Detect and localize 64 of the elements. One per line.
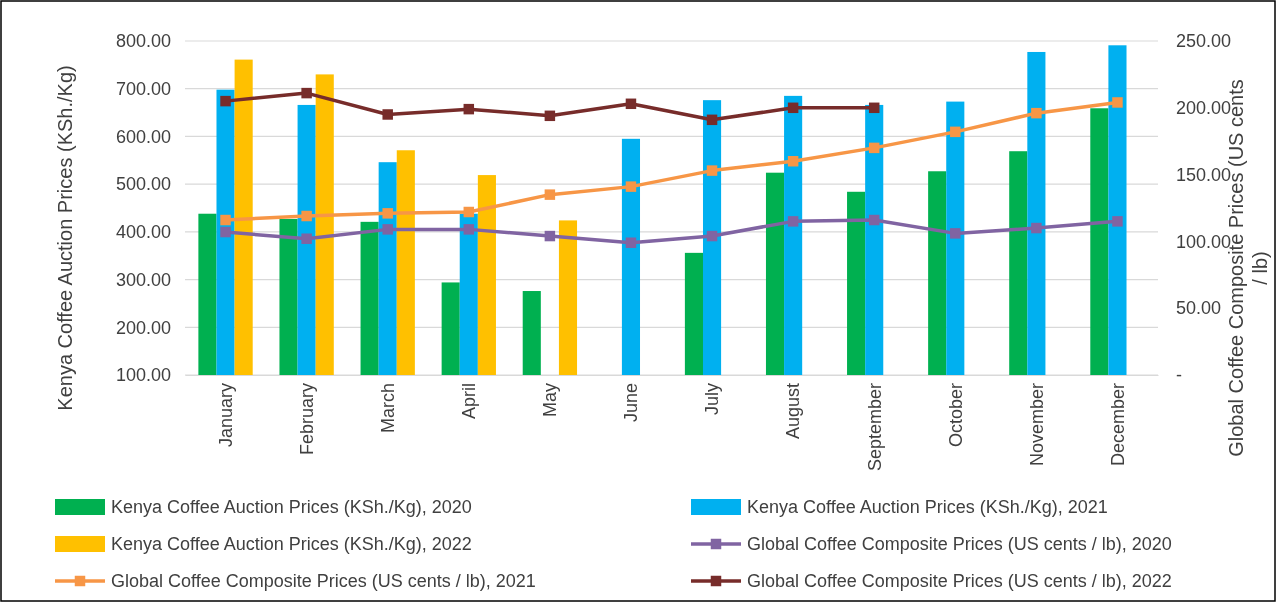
point: [706, 165, 718, 176]
point: [220, 214, 231, 226]
point: [625, 181, 637, 192]
point: [544, 230, 556, 242]
point: [1112, 97, 1123, 108]
y2-tick-label: 250.00: [1176, 31, 1232, 52]
legend-label: Kenya Coffee Auction Prices (KSh./Kg), 2020: [111, 497, 472, 518]
y2-tick-label: 200.00: [1176, 98, 1232, 119]
point: [382, 224, 393, 235]
x-tick-label: May: [540, 383, 561, 418]
x-tick-label: March: [378, 383, 399, 434]
point: [1031, 107, 1042, 119]
x-tick-label: December: [1107, 383, 1128, 467]
point: [301, 87, 312, 99]
point: [787, 216, 799, 227]
point: [706, 114, 718, 126]
point: [382, 208, 393, 219]
x-tick-label: April: [459, 383, 480, 420]
point: [787, 156, 799, 167]
point: [544, 189, 556, 200]
x-tick-label: July: [702, 383, 723, 416]
x-tick-label: January: [215, 383, 236, 448]
point: [625, 98, 637, 110]
point: [544, 110, 556, 122]
point: [220, 95, 231, 107]
y-tick-label: 600.00: [115, 126, 171, 147]
y2-tick-label: 50.00: [1176, 298, 1222, 319]
y-tick-label: 800.00: [115, 31, 171, 52]
point: [463, 103, 475, 115]
x-tick-label: September: [864, 383, 885, 472]
point: [1031, 222, 1042, 234]
y-tick-label: 700.00: [115, 78, 171, 99]
y-tick-label: 400.00: [115, 222, 171, 243]
point: [950, 126, 961, 138]
point: [868, 142, 880, 154]
point: [301, 210, 312, 222]
x-tick-label: June: [621, 383, 642, 423]
x-tick-label: November: [1026, 383, 1047, 467]
x-tick-label: October: [945, 383, 966, 448]
point: [625, 237, 637, 248]
point: [706, 230, 718, 242]
legend-label: Kenya Coffee Auction Prices (KSh./Kg), 2022: [111, 534, 472, 555]
y-tick-label: 100.00: [115, 365, 171, 386]
x-tick-label: February: [296, 383, 317, 456]
point: [1112, 216, 1123, 227]
y-tick-label: 200.00: [115, 317, 171, 338]
y-axis-title: Kenya Coffee Auction Prices (KSh./Kg): [54, 65, 76, 411]
point: [950, 228, 961, 239]
point: [220, 226, 231, 238]
legend-label: Kenya Coffee Auction Prices (KSh./Kg), 2021: [747, 497, 1108, 518]
y-tick-label: 300.00: [115, 269, 171, 290]
legend-label: Global Coffee Composite Prices (US cents / lb), 2020: [747, 534, 1172, 555]
legend-label: Global Coffee Composite Prices (US cents / lb), 2022: [747, 571, 1172, 592]
point: [868, 214, 880, 226]
legend-label: Global Coffee Composite Prices (US cents / lb), 2021: [111, 571, 536, 592]
x-tick-label: August: [783, 383, 804, 440]
point: [787, 102, 799, 114]
point: [382, 109, 393, 120]
point: [463, 224, 475, 235]
point: [301, 233, 312, 244]
y-tick-label: 500.00: [115, 174, 171, 195]
point: [463, 206, 475, 218]
y2-tick-label: -: [1176, 365, 1182, 386]
point: [868, 102, 880, 114]
